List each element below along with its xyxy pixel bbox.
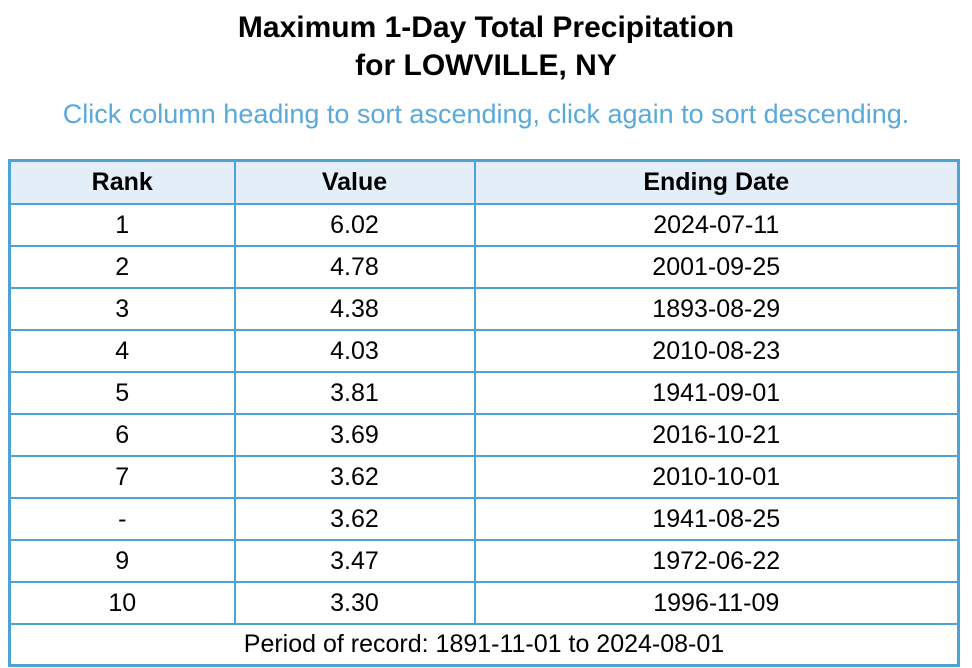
table-row: 2 4.78 2001-09-25 xyxy=(8,245,960,289)
sort-instructions: Click column heading to sort ascending, … xyxy=(62,99,910,129)
table-row: 9 3.47 1972-06-22 xyxy=(8,539,960,583)
value-cell: 3.47 xyxy=(233,539,476,583)
date-cell: 1893-08-29 xyxy=(473,287,960,331)
table-row: 10 3.30 1996-11-09 xyxy=(8,581,960,625)
value-cell: 3.81 xyxy=(233,371,476,415)
rank-cell: 9 xyxy=(8,539,236,583)
header-row: Rank Value Ending Date xyxy=(8,159,960,205)
rank-cell: 3 xyxy=(8,287,236,331)
date-cell: 2016-10-21 xyxy=(473,413,960,457)
date-cell: 2010-08-23 xyxy=(473,329,960,373)
table-row: 1 6.02 2024-07-11 xyxy=(8,203,960,247)
table-row: - 3.62 1941-08-25 xyxy=(8,497,960,541)
rank-cell: - xyxy=(8,497,236,541)
value-cell: 4.78 xyxy=(233,245,476,289)
page-title: Maximum 1-Day Total Precipitation for LO… xyxy=(0,0,972,85)
rank-cell: 5 xyxy=(8,371,236,415)
table-row: 5 3.81 1941-09-01 xyxy=(8,371,960,415)
footer-row: Period of record: 1891-11-01 to 2024-08-… xyxy=(8,623,960,667)
rank-cell: 6 xyxy=(8,413,236,457)
table-row: 4 4.03 2010-08-23 xyxy=(8,329,960,373)
period-of-record: Period of record: 1891-11-01 to 2024-08-… xyxy=(8,623,960,667)
rank-cell: 7 xyxy=(8,455,236,499)
date-cell: 1941-08-25 xyxy=(473,497,960,541)
value-cell: 4.03 xyxy=(233,329,476,373)
value-cell: 3.69 xyxy=(233,413,476,457)
column-header-rank[interactable]: Rank xyxy=(8,159,236,205)
value-cell: 6.02 xyxy=(233,203,476,247)
column-header-ending-date[interactable]: Ending Date xyxy=(473,159,960,205)
value-cell: 3.62 xyxy=(233,455,476,499)
value-cell: 3.62 xyxy=(233,497,476,541)
rank-cell: 1 xyxy=(8,203,236,247)
page-title-line1: Maximum 1-Day Total Precipitation xyxy=(237,11,735,44)
rank-cell: 10 xyxy=(8,581,236,625)
rank-cell: 2 xyxy=(8,245,236,289)
date-cell: 2024-07-11 xyxy=(473,203,960,247)
column-header-value[interactable]: Value xyxy=(233,159,476,205)
date-cell: 1996-11-09 xyxy=(473,581,960,625)
value-cell: 3.30 xyxy=(233,581,476,625)
table-row: 3 4.38 1893-08-29 xyxy=(8,287,960,331)
date-cell: 2010-10-01 xyxy=(473,455,960,499)
value-cell: 4.38 xyxy=(233,287,476,331)
date-cell: 1972-06-22 xyxy=(473,539,960,583)
page-title-line2: for LOWVILLE, NY xyxy=(355,49,617,82)
precipitation-records-table: Rank Value Ending Date 1 6.02 2024-07-11… xyxy=(8,159,960,667)
table-row: 6 3.69 2016-10-21 xyxy=(8,413,960,457)
table-row: 7 3.62 2010-10-01 xyxy=(8,455,960,499)
date-cell: 1941-09-01 xyxy=(473,371,960,415)
rank-cell: 4 xyxy=(8,329,236,373)
date-cell: 2001-09-25 xyxy=(473,245,960,289)
